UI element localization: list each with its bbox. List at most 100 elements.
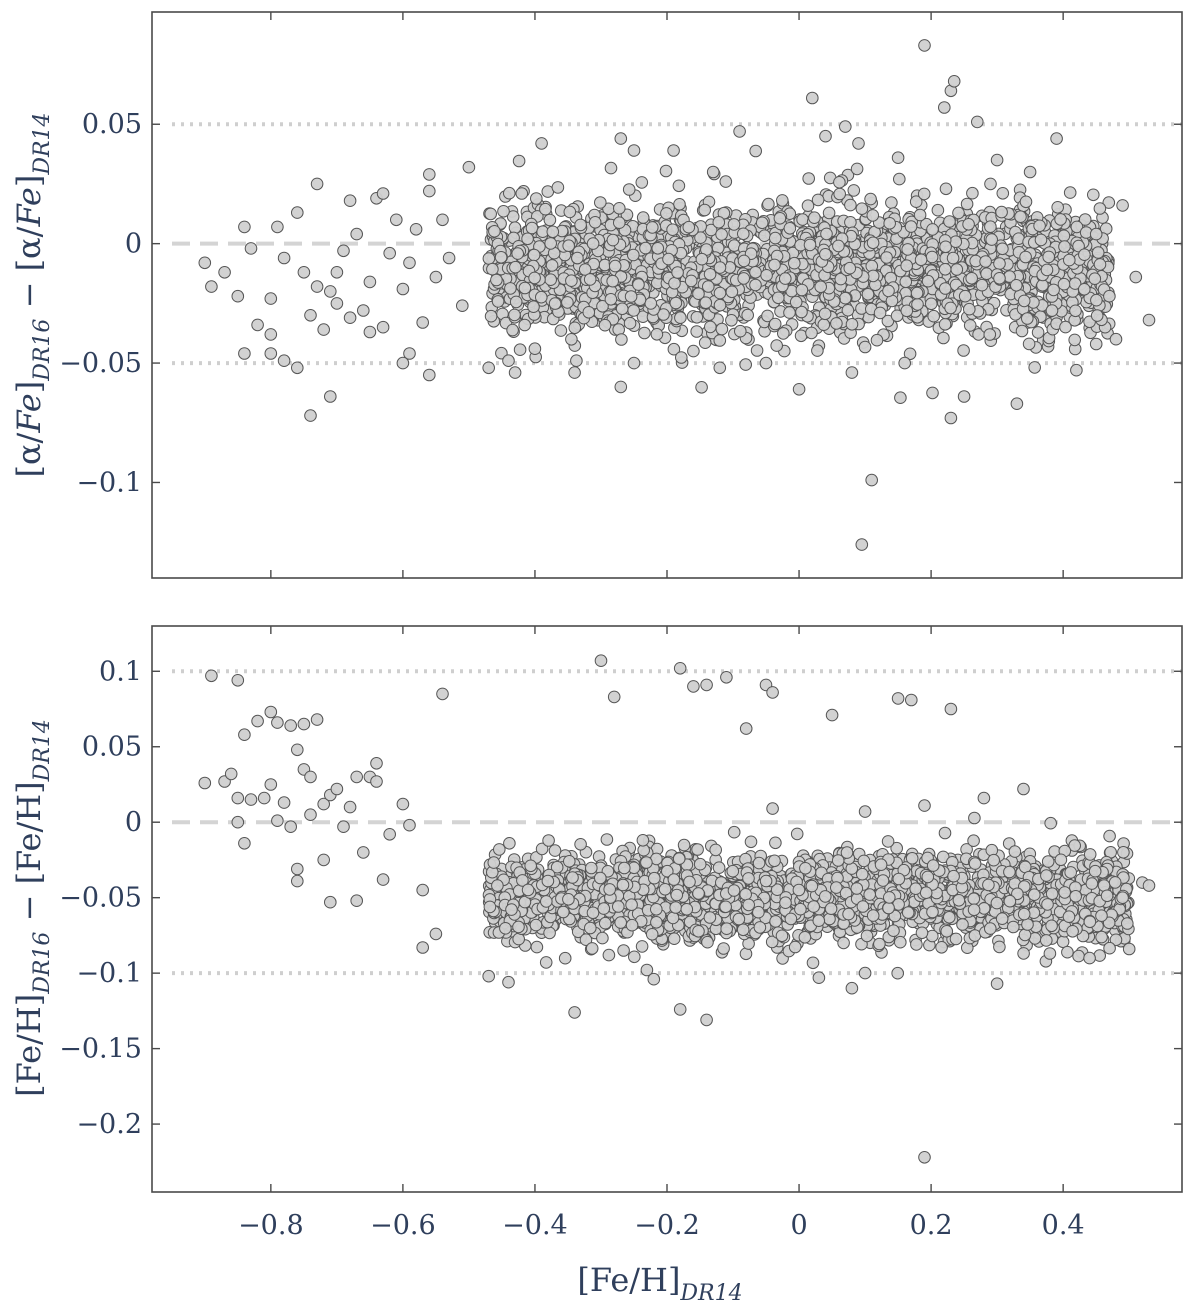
scatter-point <box>1083 848 1097 861</box>
scatter-point <box>996 242 1009 256</box>
scatter-point <box>1129 270 1143 284</box>
scatter-point <box>396 356 410 370</box>
scatter-point <box>1022 337 1036 351</box>
scatter-point <box>508 366 522 379</box>
scatter-point <box>583 273 597 286</box>
y-tick-label: −0.1 <box>76 467 142 498</box>
scatter-point <box>965 272 979 285</box>
scatter-point <box>802 172 816 185</box>
scatter-point <box>1093 258 1107 271</box>
scatter-point <box>277 354 291 368</box>
scatter-point <box>513 343 527 357</box>
scatter-point <box>462 160 476 174</box>
scatter-point <box>509 260 522 274</box>
scatter-point <box>727 825 741 839</box>
scatter-point <box>914 253 928 267</box>
scatter-point <box>416 316 430 329</box>
scatter-point <box>898 356 912 370</box>
scatter-point <box>852 137 865 150</box>
scatter-point <box>585 942 599 955</box>
scatter-point <box>297 266 311 279</box>
scatter-point <box>980 267 993 281</box>
scatter-point <box>271 220 284 234</box>
scatter-point <box>563 855 576 868</box>
y-tick-label: 0 <box>125 229 142 260</box>
scatter-point <box>330 297 344 310</box>
scatter-point <box>844 198 857 212</box>
scatter-point <box>598 318 612 332</box>
scatter-point <box>291 361 304 375</box>
scatter-point <box>251 318 264 332</box>
top-panel: 0.050−0.05−0.1 [α/Fe]DR16 − [α/Fe]DR14 <box>10 11 1183 579</box>
scatter-point <box>833 187 847 201</box>
scatter-point <box>880 251 893 264</box>
scatter-point <box>783 306 796 319</box>
scatter-point <box>667 932 681 946</box>
scatter-point <box>636 211 650 224</box>
scatter-point <box>858 340 872 354</box>
scatter-point <box>881 835 895 848</box>
scatter-point <box>264 328 278 341</box>
scatter-point <box>832 239 845 253</box>
scatter-point <box>963 302 976 316</box>
scatter-point <box>363 275 377 289</box>
scatter-point <box>788 940 802 954</box>
scatter-point <box>737 272 751 285</box>
scatter-point <box>698 336 712 350</box>
scatter-point <box>277 251 291 265</box>
scatter-point <box>617 944 630 957</box>
scatter-point <box>975 278 989 292</box>
scatter-point <box>844 216 857 229</box>
scatter-point <box>885 196 898 209</box>
bottom-panel: −0.8 −0.6 −0.4 −0.2 0 0.2 0.40.10.050−0.05−0.1… <box>10 625 1183 1306</box>
y-tick-label: −0.05 <box>59 348 142 379</box>
scatter-point <box>768 854 781 868</box>
scatter-point <box>720 922 734 936</box>
scatter-point <box>484 309 498 323</box>
scatter-point <box>1089 227 1103 241</box>
scatter-point <box>806 956 820 970</box>
scatter-point <box>792 383 806 396</box>
scatter-point <box>946 251 960 265</box>
scatter-point <box>706 165 720 179</box>
scatter-point <box>667 144 680 157</box>
scatter-point <box>554 324 568 337</box>
scatter-point <box>310 177 324 191</box>
scatter-point <box>1069 304 1082 318</box>
scatter-point <box>962 218 975 231</box>
scatter-point <box>487 856 501 869</box>
scatter-point <box>376 320 390 334</box>
scatter-point <box>563 205 577 219</box>
scatter-point <box>845 366 859 379</box>
scatter-point <box>709 843 723 857</box>
scatter-point <box>674 311 687 325</box>
scatter-point <box>509 295 523 309</box>
scatter-point <box>860 929 874 943</box>
scatter-point <box>651 242 665 255</box>
scatter-point <box>847 184 861 197</box>
scatter-point <box>644 297 658 310</box>
scatter-point <box>503 186 516 200</box>
scatter-point <box>776 194 789 207</box>
scatter-point <box>383 246 397 260</box>
scatter-point <box>749 266 762 279</box>
scatter-point <box>822 206 836 220</box>
scatter-point <box>530 192 543 205</box>
scatter-point <box>1103 829 1116 843</box>
scatter-point <box>808 211 821 224</box>
scatter-point <box>528 342 542 356</box>
scatter-point <box>632 278 645 291</box>
scatter-point <box>588 216 602 229</box>
scatter-point <box>604 293 618 306</box>
scatter-point <box>238 347 251 360</box>
scatter-point <box>725 314 738 327</box>
scatter-point <box>1059 320 1072 334</box>
scatter-point <box>543 926 556 940</box>
scatter-point <box>1063 253 1076 267</box>
scatter-point <box>244 242 258 255</box>
scatter-point <box>1054 213 1067 226</box>
scatter-point <box>939 182 953 196</box>
scatter-point <box>911 298 924 311</box>
scatter-point <box>713 261 727 274</box>
scatter-point <box>218 266 231 279</box>
